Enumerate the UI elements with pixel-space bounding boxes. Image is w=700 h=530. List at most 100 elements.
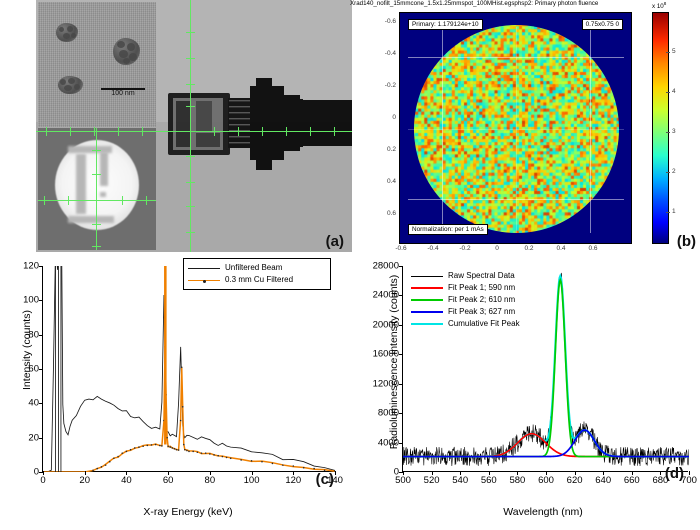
- panel-d-ytick-mark: [399, 383, 403, 385]
- panel-d-ytick: 0: [393, 466, 399, 478]
- field-size-annotation: 0.75x0.75 0: [581, 19, 623, 31]
- colorbar-tickmark: [666, 52, 670, 53]
- panel-c-plot-area: 0 20 40 60 80 100 120 0 20 40 60 80 100 120 140: [23, 261, 343, 487]
- panel-d-xtick: 620: [566, 475, 583, 486]
- ct-feature: [100, 192, 106, 197]
- panel-c-xtick: 20: [79, 475, 90, 486]
- colorbar-tick: 5: [672, 48, 676, 55]
- ct-feature: [100, 152, 108, 186]
- panel-d-ytick: 28000: [372, 260, 399, 272]
- panel-c-ytick-mark: [39, 300, 43, 302]
- crosshair-tick: [46, 127, 48, 136]
- panel-c-xtick: 80: [204, 475, 216, 486]
- panel-d-xtick: 500: [395, 475, 411, 486]
- crosshair-tick: [186, 232, 195, 234]
- panel-c-xtick-mark: [335, 471, 336, 475]
- panel-d-ytick-mark: [399, 266, 403, 267]
- map-gridline: [408, 199, 624, 200]
- scale-bar: [101, 88, 145, 90]
- nanoparticle-aggregate: [113, 38, 140, 65]
- panel-c-ytick-mark: [39, 266, 43, 267]
- panel-c-ytick: 0: [33, 466, 39, 478]
- colorbar-tickmark: [666, 172, 670, 173]
- ct-crosshair-vertical: [96, 128, 98, 250]
- crosshair-horizontal: [36, 131, 352, 133]
- panel-d-xtick: 560: [480, 475, 497, 486]
- ct-crosshair-horizontal: [38, 200, 156, 202]
- panel-d-xtick: 700: [681, 475, 697, 486]
- colorbar-exponent-base: x 10: [652, 3, 664, 11]
- map-gridline: [442, 27, 443, 233]
- panel-d-legend: Raw Spectral Data Fit Peak 1; 590 nm Fit…: [411, 270, 520, 330]
- legend-swatch-filtered: [188, 279, 220, 283]
- ct-crosshair-tick: [92, 174, 101, 176]
- panel-d-xtick: 660: [623, 475, 640, 486]
- panel-c-xtick: 140: [327, 475, 343, 486]
- legend-item: Fit Peak 2; 610 nm: [411, 294, 520, 306]
- legend-label: Fit Peak 1; 590 nm: [448, 283, 516, 292]
- panel-c-ytick: 80: [28, 329, 39, 341]
- legend-item: 0.3 mm Cu Filtered: [188, 274, 326, 286]
- fluence-colorbar: [652, 12, 669, 244]
- map-gridline: [516, 27, 517, 233]
- tem-grain-texture: [38, 2, 156, 127]
- crosshair-tick: [186, 156, 195, 158]
- normalization-annotation: Normalization: per 1 mAs: [408, 223, 488, 235]
- crosshair-tick: [214, 127, 216, 136]
- panel-c-xtick-mark: [168, 471, 170, 475]
- panel-b-fluence-map: Xrad140_nofilt_15mmcone_1.5x1.25mmspot_1…: [350, 0, 700, 252]
- panel-d-ytick-mark: [399, 295, 403, 297]
- legend-swatch-raw: [411, 275, 443, 277]
- panel-c-xtick-mark: [126, 471, 128, 475]
- panel-d-xtick: 640: [595, 475, 612, 486]
- map-xtick: -0.2: [459, 245, 471, 252]
- map-gridline: [408, 129, 624, 130]
- panel-c-xtick: 60: [162, 475, 174, 486]
- crosshair-tick: [70, 127, 72, 136]
- legend-label: Cumulative Fit Peak: [448, 319, 520, 328]
- panel-d-ytick: 24000: [372, 289, 399, 301]
- crosshair-tick: [286, 127, 288, 136]
- radiograph-object: [168, 78, 352, 170]
- panel-d-xtick-mark: [488, 471, 490, 475]
- legend-label: Fit Peak 2; 610 nm: [448, 295, 516, 304]
- panel-c-ytick: 40: [28, 397, 39, 409]
- panel-c-xtick-mark: [84, 471, 86, 475]
- legend-item: Fit Peak 1; 590 nm: [411, 282, 520, 294]
- legend-item: Fit Peak 3; 627 nm: [411, 306, 520, 318]
- legend-label: Unfiltered Beam: [225, 263, 283, 272]
- panel-c-xtick-mark: [43, 471, 44, 475]
- crosshair-tick: [186, 106, 195, 108]
- panel-c-ytick: 100: [23, 294, 39, 306]
- crosshair-tick: [142, 127, 144, 136]
- panel-c-ytick-mark: [39, 403, 43, 405]
- panel-c-xlabel: X-ray Energy (keV): [143, 506, 233, 518]
- crosshair-tick: [186, 58, 195, 60]
- panel-d-ylabel: Radioluminescence Intensity (counts): [388, 274, 400, 450]
- ct-feature: [68, 216, 114, 223]
- map-xtick: -0.6: [395, 245, 407, 252]
- panel-c-ytick-mark: [39, 437, 43, 439]
- ct-crosshair-tick: [122, 196, 124, 205]
- panel-c-xtick-mark: [251, 471, 253, 475]
- legend-swatch-peak2: [411, 299, 443, 301]
- crosshair-tick: [186, 32, 195, 34]
- fluence-noise-canvas: [414, 25, 619, 233]
- fluence-map-axes: Primary: 1.179124e+10 0.75x0.75 0 Normal…: [399, 12, 632, 244]
- map-gridline: [408, 57, 624, 58]
- panel-c-ytick-mark: [39, 334, 43, 336]
- legend-item: Unfiltered Beam: [188, 262, 326, 274]
- map-xtick: 0.4: [556, 245, 566, 252]
- panel-c-ytick-mark: [39, 472, 43, 473]
- colorbar-tick: 3: [672, 128, 676, 135]
- panel-a-label: (a): [325, 233, 344, 250]
- colorbar-tickmark: [666, 212, 670, 213]
- panel-d-ytick: 16000: [372, 348, 399, 360]
- panel-d-xtick: 520: [423, 475, 440, 486]
- panel-d-xtick-mark: [546, 471, 547, 475]
- panel-c-xtick: 0: [40, 475, 46, 486]
- map-ytick: 0.2: [386, 146, 396, 153]
- map-ytick: -0.2: [384, 82, 396, 89]
- panel-d-xtick-mark: [689, 471, 690, 475]
